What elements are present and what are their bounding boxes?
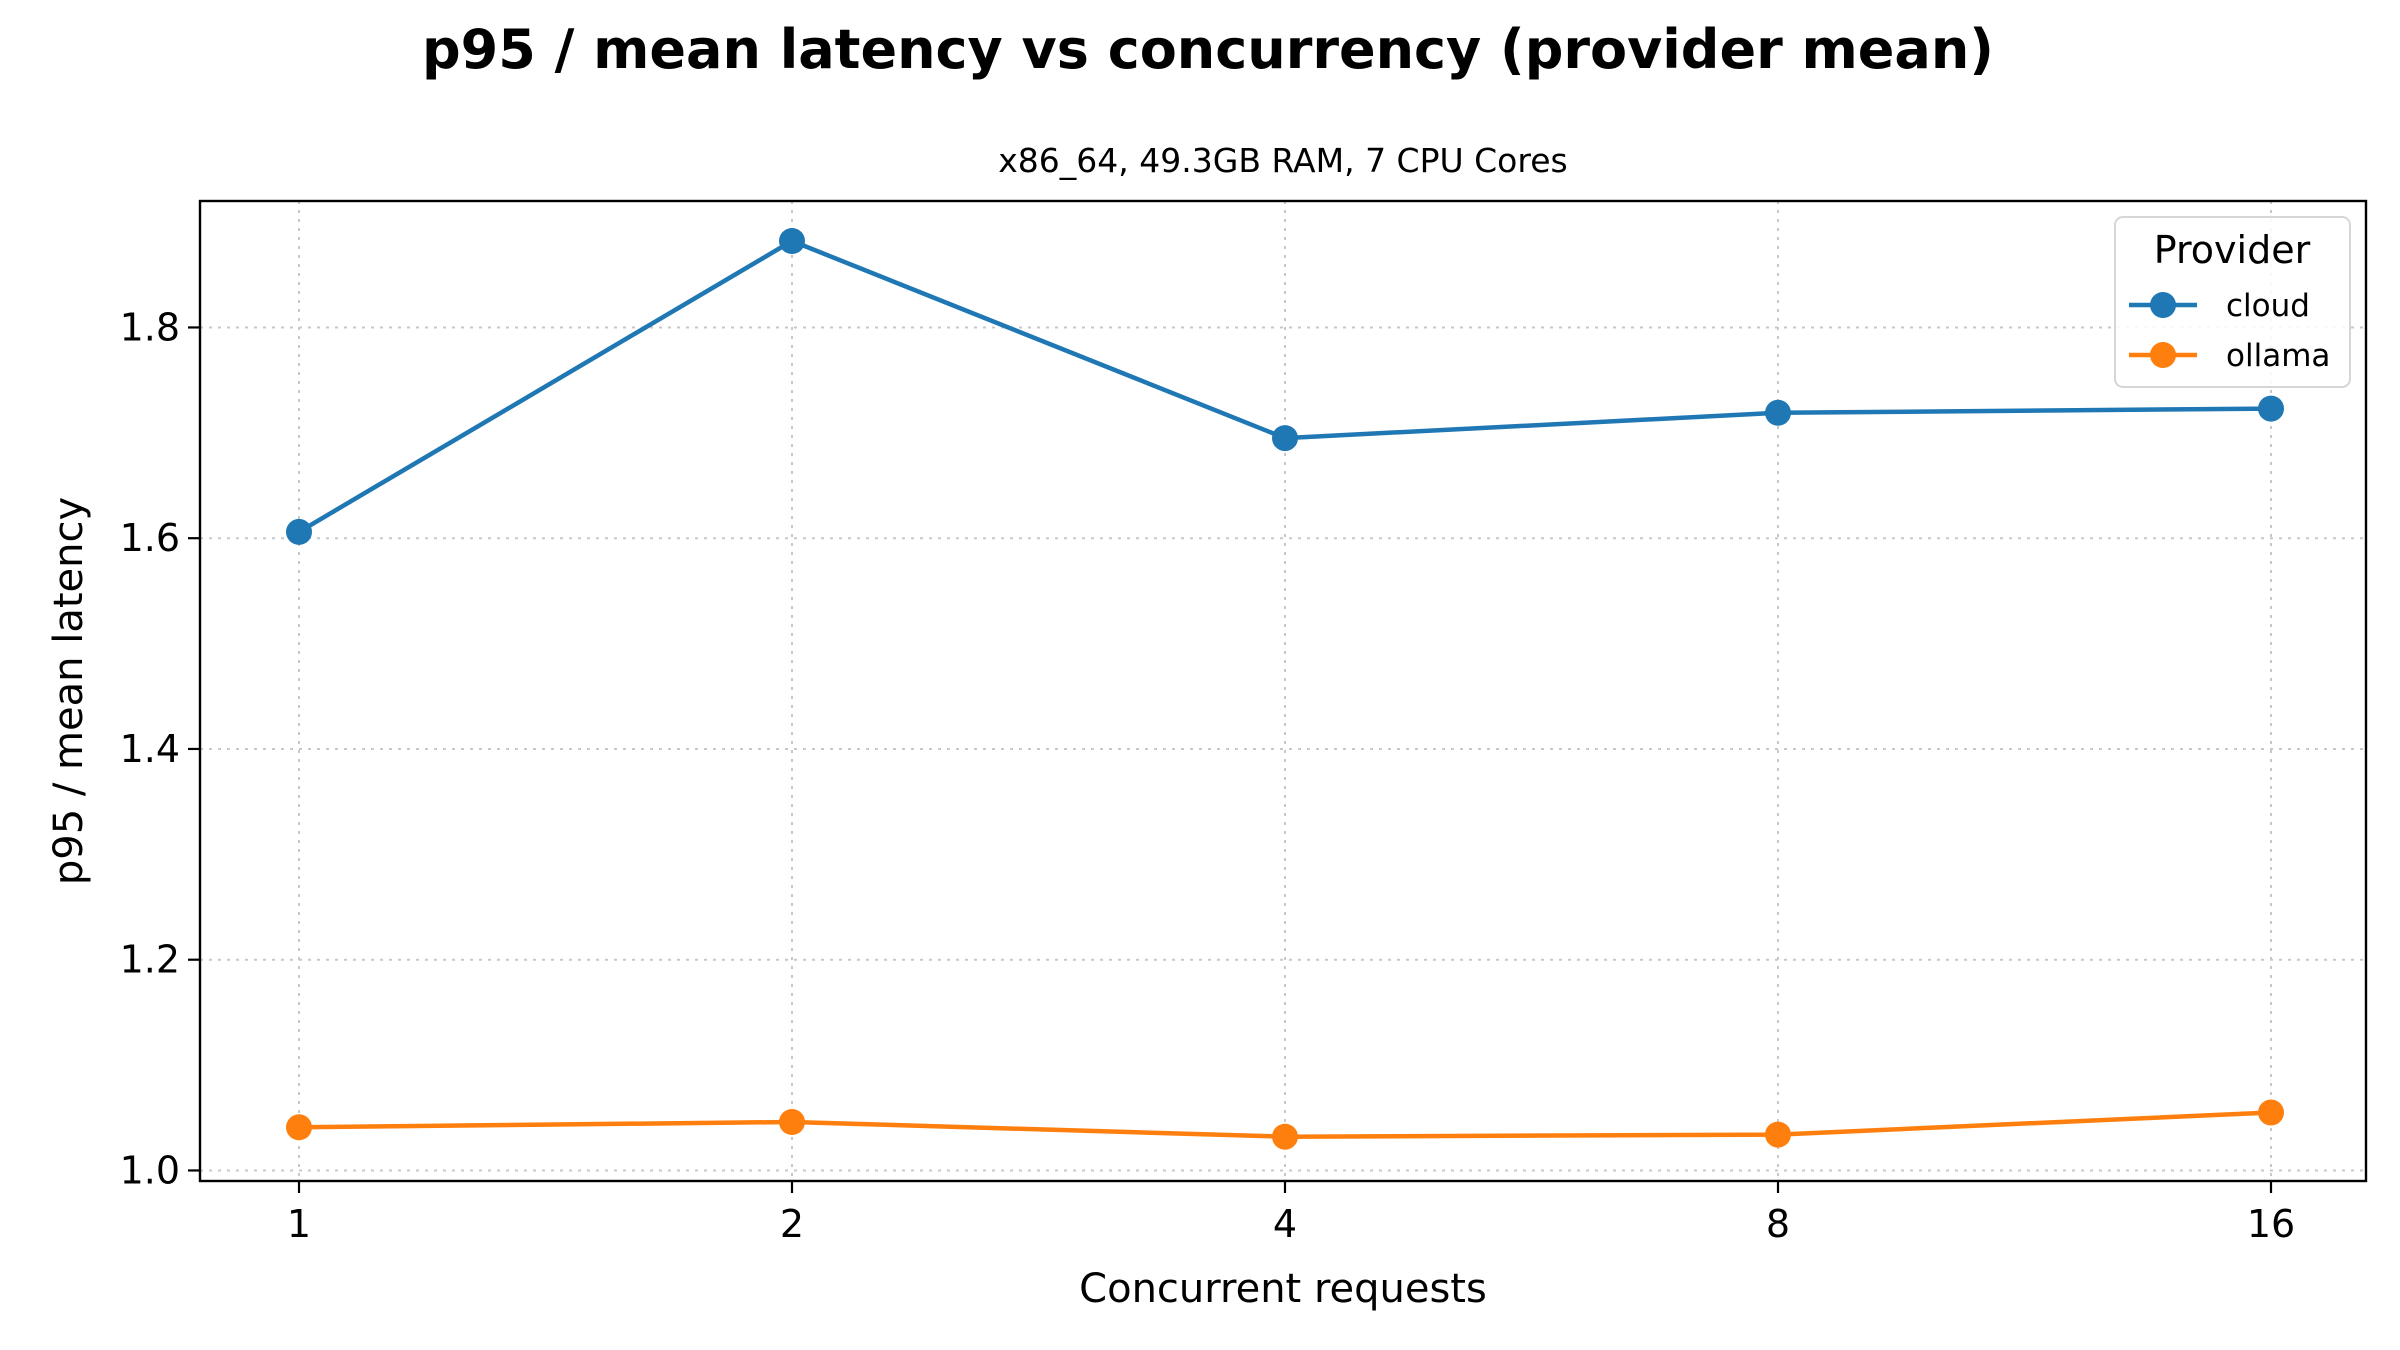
- data-point-cloud: [779, 228, 805, 254]
- data-point-cloud: [1272, 425, 1298, 452]
- data-point-ollama: [1272, 1123, 1298, 1150]
- grid-lines: [200, 201, 2366, 1181]
- data-point-cloud: [1765, 399, 1791, 426]
- data-point-ollama: [286, 1114, 312, 1141]
- chart-title: p95 / mean latency vs concurrency (provi…: [422, 18, 1994, 81]
- data-point-ollama: [1765, 1121, 1791, 1148]
- axis-ticks: 1 2 4 8 16 1.0 1.2 1.4 1.6 1.8: [120, 305, 2296, 1246]
- data-point-ollama: [779, 1109, 805, 1135]
- x-tick-label: 2: [780, 1202, 804, 1246]
- data-point-cloud: [2258, 395, 2284, 422]
- y-tick-label: 1.0: [120, 1148, 180, 1192]
- legend-label-ollama: ollama: [2226, 338, 2330, 374]
- y-tick-label: 1.2: [120, 938, 180, 982]
- legend-frame: [2114, 216, 2351, 388]
- legend-title: Provider: [2154, 228, 2311, 272]
- data-point-cloud: [286, 518, 312, 545]
- legend-marker-cloud: [2150, 292, 2176, 318]
- plot-area-frame: [198, 199, 2368, 1183]
- series-cloud: [286, 228, 2284, 545]
- y-tick-label: 1.8: [120, 305, 180, 349]
- legend: Provider cloud ollama: [2114, 216, 2351, 388]
- y-tick-label: 1.6: [120, 516, 180, 560]
- data-point-ollama: [2258, 1099, 2284, 1126]
- legend-label-cloud: cloud: [2226, 288, 2310, 324]
- legend-entries: cloud ollama: [2129, 288, 2330, 374]
- legend-marker-ollama: [2150, 342, 2176, 368]
- series-ollama: [286, 1099, 2284, 1150]
- x-axis-label: Concurrent requests: [1079, 1266, 1487, 1312]
- x-tick-label: 8: [1766, 1202, 1790, 1246]
- y-tick-label: 1.4: [120, 727, 180, 771]
- y-axis-label: p95 / mean latency: [46, 497, 92, 885]
- chart-subtitle: x86_64, 49.3GB RAM, 7 CPU Cores: [998, 141, 1567, 180]
- x-tick-label: 4: [1273, 1202, 1297, 1246]
- x-tick-label: 16: [2247, 1202, 2295, 1246]
- series-layer: [286, 228, 2284, 1150]
- x-tick-label: 1: [287, 1202, 311, 1246]
